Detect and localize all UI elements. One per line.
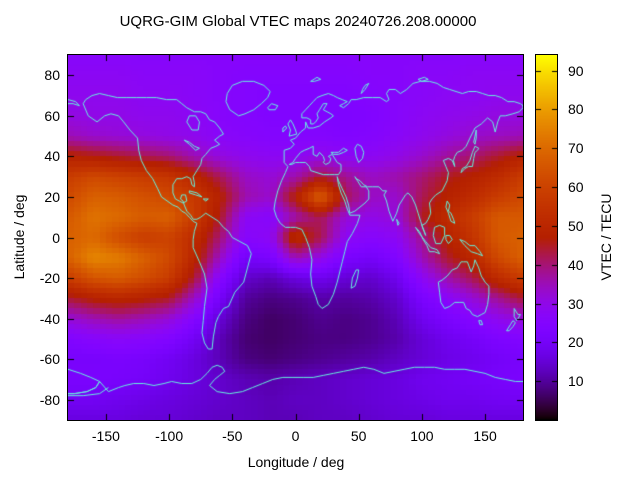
y-tick-label: -20 <box>39 270 60 287</box>
colorbar-tick-label: 30 <box>568 295 584 312</box>
colorbar-gradient-canvas <box>536 55 557 420</box>
y-tick-label: -80 <box>39 391 60 408</box>
x-tick-label: -50 <box>222 428 243 444</box>
y-tick-label: 0 <box>52 229 60 246</box>
y-tick-label: -40 <box>39 310 60 327</box>
x-tick-label: -150 <box>91 428 120 444</box>
x-tick-label: 100 <box>410 428 434 444</box>
colorbar-tick-label: 80 <box>568 101 584 118</box>
colorbar-tick-label: 20 <box>568 334 584 351</box>
y-tick-label: 20 <box>44 188 60 205</box>
colorbar-tick-label: 10 <box>568 373 584 390</box>
x-tick-label: 50 <box>350 428 367 444</box>
x-tick-label: 0 <box>291 428 300 444</box>
colorbar-tick-label: 50 <box>568 217 584 234</box>
y-tick-label: -60 <box>39 351 60 368</box>
colorbar-tick-label: 70 <box>568 140 584 157</box>
y-tick-label: 60 <box>44 107 60 124</box>
colorbar-tick-label: 90 <box>568 62 584 79</box>
vtec-heatmap-canvas <box>68 55 523 420</box>
chart-title: UQRG-GIM Global VTEC maps 20240726.208.0… <box>119 13 477 30</box>
colorbar <box>535 54 558 421</box>
colorbar-tick-label: 60 <box>568 179 584 196</box>
plot-area <box>67 54 524 421</box>
y-tick-label: 40 <box>44 148 60 165</box>
y-tick-label: 80 <box>44 67 60 84</box>
colorbar-tick-label: 40 <box>568 256 584 273</box>
x-tick-label: 150 <box>473 428 497 444</box>
x-axis-label: Longitude / deg <box>247 454 345 470</box>
x-tick-label: -100 <box>155 428 184 444</box>
colorbar-label: VTEC / TECU <box>598 193 614 281</box>
